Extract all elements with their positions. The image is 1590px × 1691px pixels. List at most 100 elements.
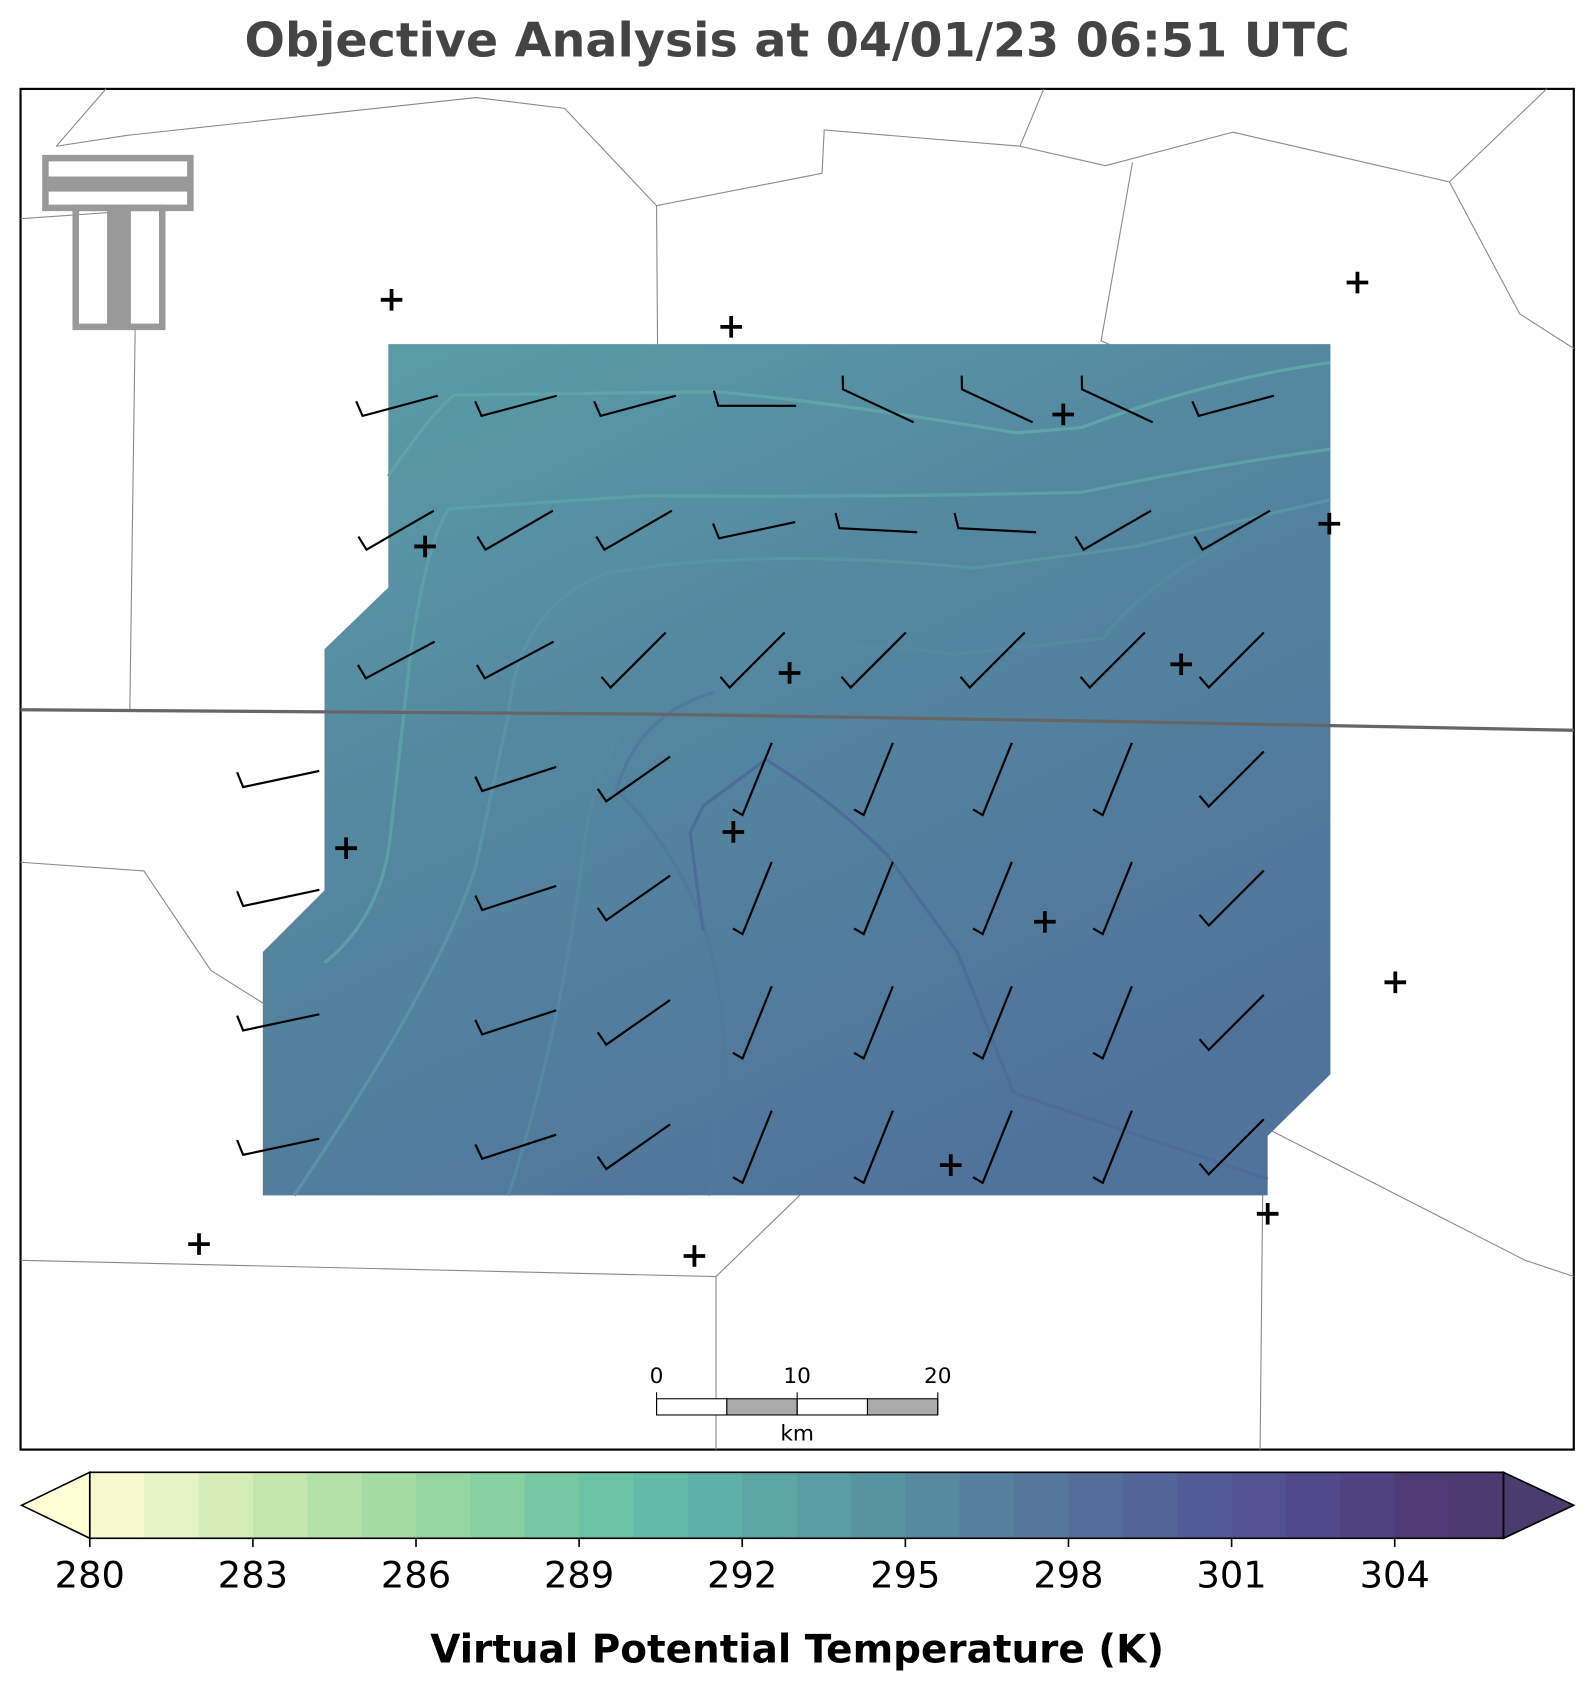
wind-barb — [1080, 375, 1154, 424]
station — [188, 1233, 210, 1255]
stations — [188, 271, 1407, 1267]
scale-unit: km — [780, 1421, 814, 1446]
colorbar-bin — [1068, 1472, 1124, 1539]
station — [939, 1154, 962, 1176]
wind-barb — [1074, 509, 1152, 552]
wind-barb — [972, 861, 1013, 936]
station — [1034, 910, 1056, 933]
colorbar-bin — [470, 1472, 526, 1539]
station — [720, 316, 743, 338]
wind-barb — [1193, 509, 1271, 552]
wind-barb — [596, 874, 671, 922]
colorbar-bin — [905, 1472, 961, 1539]
colorbar-bin — [850, 1472, 906, 1539]
colorbar-bin — [579, 1472, 635, 1539]
wind-barb — [732, 1110, 773, 1185]
wind-barb — [840, 631, 907, 690]
wind-barb — [357, 640, 436, 680]
colorbar-tick-label: 280 — [55, 1554, 125, 1597]
wind-barb — [475, 640, 555, 680]
wind-barb — [593, 394, 677, 418]
station — [722, 821, 745, 843]
colorbar-bin — [252, 1472, 308, 1539]
wind-barb — [236, 1137, 320, 1157]
station — [1052, 403, 1075, 426]
scale-segment — [866, 1398, 939, 1416]
colorbar-bin — [524, 1472, 580, 1539]
wind-barb — [1092, 1110, 1133, 1185]
colorbar-tick-label: 292 — [707, 1554, 777, 1597]
wind-barb — [841, 375, 915, 424]
colorbar-bin — [198, 1472, 254, 1539]
colorbar-bin — [1285, 1472, 1341, 1539]
wind-barb — [600, 631, 667, 690]
wind-barb — [732, 742, 773, 817]
wind-barb — [355, 394, 439, 418]
wind-barb — [357, 509, 435, 552]
state-border — [20, 708, 1574, 732]
station — [380, 289, 403, 311]
wind-barb — [474, 884, 557, 912]
colorbar-bin — [1231, 1472, 1287, 1539]
logo — [42, 154, 194, 331]
colorbar-label: Virtual Potential Temperature (K) — [430, 1627, 1164, 1672]
station — [1346, 271, 1369, 294]
wind-barb — [474, 1133, 557, 1161]
colorbar-bin — [89, 1472, 145, 1539]
wind-barb — [1092, 861, 1133, 936]
station — [778, 662, 801, 684]
station — [1318, 512, 1341, 535]
wind-barb — [853, 1110, 894, 1185]
wind-barb — [953, 512, 1037, 534]
wind-barbs — [236, 375, 1275, 1185]
wind-barb — [853, 742, 894, 817]
wind-barb — [236, 1013, 320, 1032]
wind-barb — [1198, 631, 1265, 690]
colorbar-tick-label: 298 — [1033, 1554, 1103, 1597]
station — [1170, 653, 1192, 676]
scale-segment — [796, 1398, 869, 1416]
contours — [292, 360, 1331, 1197]
colorbar-bin — [687, 1472, 743, 1539]
wind-barb — [1092, 742, 1133, 817]
scale-tick-label: 0 — [650, 1364, 664, 1389]
station — [683, 1245, 706, 1267]
colorbar-bin — [1394, 1472, 1450, 1539]
wind-barb — [596, 755, 671, 803]
wind-barb — [474, 765, 557, 793]
title: Objective Analysis at 04/01/23 06:51 UTC — [245, 13, 1350, 68]
wind-barb — [732, 985, 773, 1061]
colorbar-bin — [1122, 1472, 1178, 1539]
colorbar-bin — [1014, 1472, 1070, 1539]
wind-barb — [712, 521, 796, 540]
scale-bar: km 0 10 20 — [650, 1364, 952, 1446]
wind-barb — [732, 861, 773, 936]
colorbar-bin — [633, 1472, 689, 1539]
colorbar-bin — [1340, 1472, 1396, 1539]
station — [414, 535, 436, 558]
colorbar-tick-label: 301 — [1197, 1554, 1267, 1597]
scale-segment — [656, 1398, 728, 1416]
colorbar-tick-label: 283 — [218, 1554, 288, 1597]
colorbar-tick-label: 295 — [870, 1554, 940, 1597]
wind-barb — [1198, 994, 1265, 1052]
colorbar-bin — [959, 1472, 1015, 1539]
wind-barb — [853, 861, 894, 936]
analysis-field — [262, 344, 1331, 1196]
wind-barb — [972, 985, 1013, 1061]
wind-barb — [853, 985, 894, 1061]
wind-barb — [474, 394, 558, 418]
wind-barb — [1198, 1118, 1265, 1176]
wind-barb — [1191, 394, 1275, 418]
station — [1256, 1202, 1279, 1225]
wind-barb — [959, 631, 1026, 690]
wind-barb — [1079, 631, 1146, 690]
station — [1384, 971, 1407, 994]
wind-barb — [1092, 985, 1133, 1061]
wind-barb — [712, 390, 797, 407]
wind-barb — [474, 1009, 557, 1036]
station — [335, 837, 357, 860]
wind-barb — [1198, 869, 1265, 928]
colorbar-bin — [416, 1472, 471, 1539]
wind-barb — [596, 1123, 671, 1171]
